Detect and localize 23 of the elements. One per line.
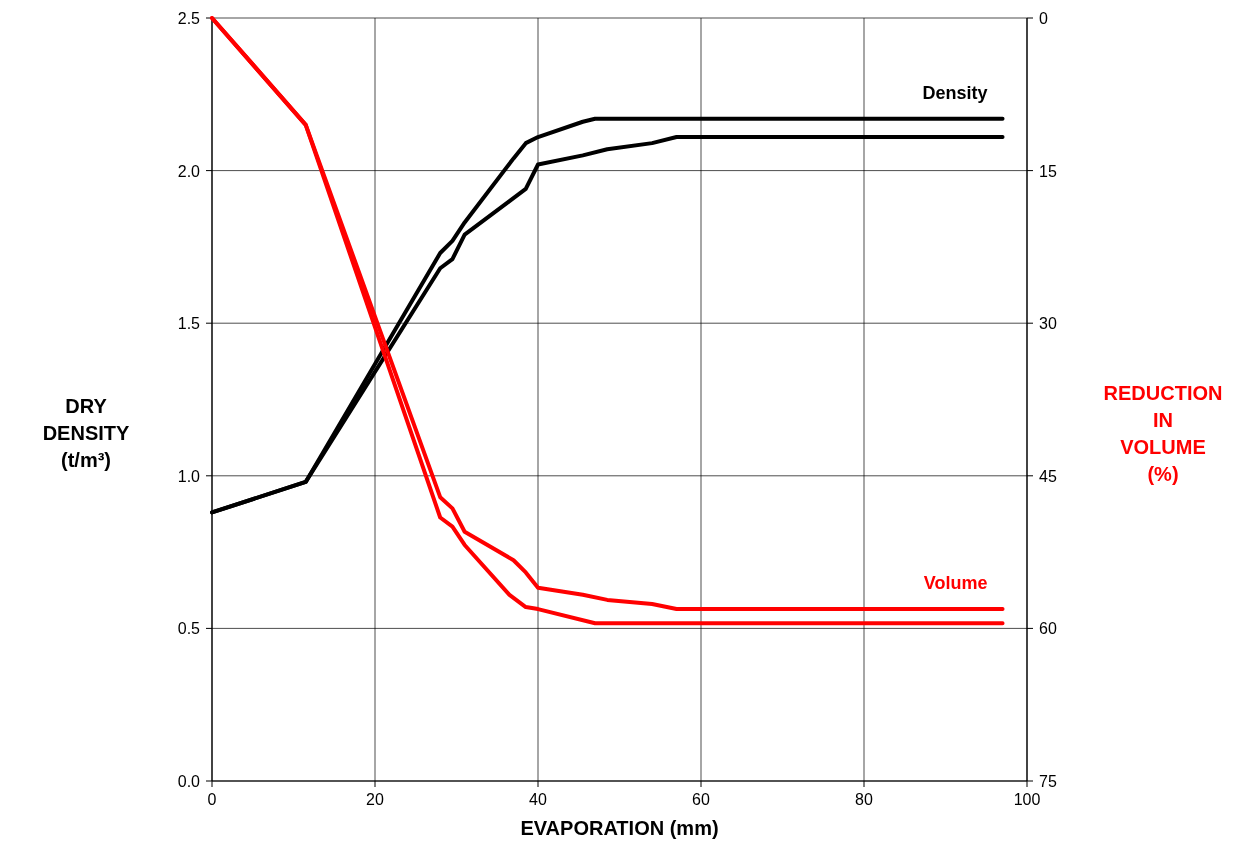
x-tick-label: 0	[207, 791, 217, 808]
y2-tick-label: 45	[1039, 467, 1057, 485]
y-tick-label: 1.0	[177, 467, 201, 485]
x-tick-label: 40	[529, 791, 547, 808]
series-label: Volume	[923, 573, 988, 594]
y2-tick-label: 60	[1039, 620, 1057, 638]
y2-tick-label: 15	[1039, 162, 1057, 180]
y2-tick-label: 75	[1039, 773, 1057, 790]
y2-tick-label: 30	[1039, 315, 1057, 333]
x-tick-label: 100	[1013, 791, 1041, 808]
series-label: Density	[922, 82, 988, 103]
x-axis-title: EVAPORATION (mm)	[520, 817, 719, 839]
y-tick-label: 0.5	[177, 620, 201, 638]
y2-axis-title: REDUCTION IN VOLUME (%)	[1103, 381, 1223, 485]
y-tick-label: 0.0	[177, 773, 201, 790]
y-tick-label: 2.5	[177, 10, 201, 27]
y-axis-title: DRY DENSITY (t/m³)	[42, 395, 130, 471]
x-tick-label: 80	[855, 791, 873, 808]
y-tick-label: 1.5	[177, 315, 201, 333]
y-tick-label: 2.0	[177, 162, 201, 180]
x-tick-label: 20	[366, 791, 384, 808]
x-tick-label: 60	[692, 791, 710, 808]
y2-tick-label: 0	[1039, 10, 1048, 27]
